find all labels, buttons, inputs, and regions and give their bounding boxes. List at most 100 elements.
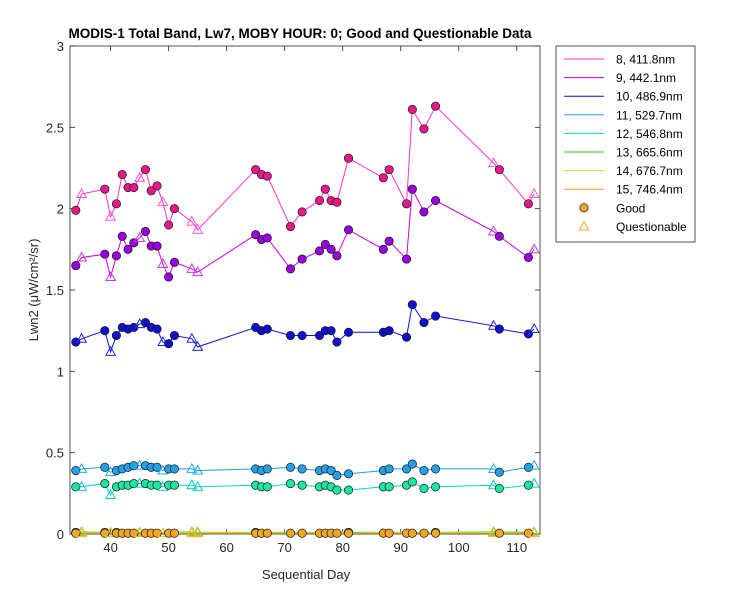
questionable-point-marker	[487, 157, 500, 168]
good-point-marker	[407, 184, 417, 194]
good-point-marker	[378, 173, 388, 183]
good-point-marker	[169, 464, 179, 474]
questionable-point-marker	[192, 480, 204, 491]
good-point-marker	[262, 324, 272, 334]
axis-ticks: 40 50 60 70 80 90 100 110 0 0.5 1 1.5 2 2.5 3	[46, 39, 540, 555]
good-point-marker	[297, 480, 307, 490]
good-point-marker	[100, 249, 110, 259]
good-point-marker	[169, 330, 179, 341]
good-point-marker	[419, 124, 429, 134]
chart-title: MODIS-1 Total Band, Lw7, MOBY HOUR: 0; G…	[68, 26, 532, 41]
good-point-marker	[140, 317, 150, 328]
good-point-marker	[431, 311, 441, 321]
good-point-marker	[401, 332, 412, 342]
questionable-point-marker	[487, 479, 500, 490]
good-point-marker	[407, 459, 417, 469]
good-point-marker	[285, 222, 296, 232]
questionable-point-marker	[105, 270, 117, 281]
legend: 8, 411.8nm 9, 442.1nm 10, 486.9nm 11, 529.7…	[555, 45, 696, 243]
questionable-point-marker	[192, 223, 204, 234]
good-point-marker	[494, 467, 504, 477]
good-point-marker	[285, 528, 296, 538]
good-point-marker	[326, 244, 336, 254]
questionable-point-marker	[528, 323, 540, 334]
questionable-point-marker	[192, 464, 204, 475]
questionable-point-marker	[76, 188, 88, 199]
good-point-marker	[297, 207, 307, 217]
legend-item-label: 11, 529.7nm	[616, 108, 682, 122]
good-point-marker	[169, 528, 179, 538]
x-tick-label: 90	[394, 540, 408, 555]
questionable-point-marker	[528, 243, 540, 254]
legend-item-label: 14, 676.7nm	[616, 164, 683, 178]
questionable-point-marker	[487, 462, 500, 473]
good-point-marker	[326, 466, 336, 476]
good-point-marker	[100, 479, 110, 489]
good-point-marker	[523, 462, 533, 472]
good-point-marker	[378, 244, 388, 254]
good-point-marker	[123, 244, 133, 254]
questionable-point-marker	[76, 462, 88, 473]
good-point-marker	[343, 485, 354, 495]
y-tick-label: 2.5	[46, 120, 64, 135]
y-axis-label: Lwn2 (μW/cm²/sr)	[26, 239, 41, 342]
good-point-marker	[111, 330, 121, 341]
questionable-point-marker	[528, 477, 540, 488]
legend-item-label: 10, 486.9nm	[616, 90, 683, 104]
good-point-marker	[320, 239, 330, 250]
good-point-marker	[152, 480, 162, 490]
good-point-marker	[419, 466, 429, 476]
good-point-marker	[384, 326, 394, 336]
good-point-marker	[314, 246, 325, 256]
good-point-marker	[129, 238, 139, 248]
x-axis-label: Sequential Day	[262, 567, 351, 582]
questionable-point-marker	[528, 459, 540, 470]
good-point-marker	[262, 528, 272, 538]
x-tick-label: 60	[219, 540, 233, 555]
good-point-marker	[146, 186, 156, 196]
good-point-marker	[285, 264, 296, 274]
questionable-point-marker	[134, 231, 146, 242]
good-point-marker	[297, 254, 307, 264]
questionable-point-marker	[134, 171, 146, 182]
legend-item-label: Questionable	[616, 220, 687, 234]
good-point-marker	[407, 300, 417, 310]
questionable-point-marker	[186, 215, 198, 226]
questionable-point-marker	[186, 527, 198, 538]
good-point-marker	[431, 482, 441, 492]
good-point-marker	[129, 182, 139, 193]
good-point-marker	[401, 254, 412, 264]
good-point-marker	[262, 171, 272, 181]
questionable-point-marker	[76, 480, 88, 491]
good-point-marker	[419, 207, 429, 217]
questionable-point-marker	[157, 196, 169, 207]
questionable-point-marker	[186, 262, 198, 273]
good-point-marker	[407, 477, 417, 487]
questionable-point-marker	[192, 527, 204, 538]
good-point-marker	[523, 329, 533, 339]
x-tick-label: 70	[277, 540, 291, 555]
good-point-marker	[100, 462, 110, 472]
good-point-marker	[100, 326, 110, 336]
good-point-marker	[494, 528, 504, 538]
good-point-marker	[285, 330, 296, 341]
good-point-marker	[140, 226, 150, 236]
good-point-marker	[117, 231, 127, 241]
legend-item-label: 9, 442.1nm	[616, 71, 676, 85]
questionable-point-marker	[157, 257, 169, 268]
good-point-marker	[419, 317, 429, 328]
good-point-marker	[332, 251, 342, 261]
questionable-point-marker	[76, 332, 88, 343]
good-point-marker	[297, 330, 307, 341]
good-point-marker	[262, 464, 272, 474]
good-point-marker	[164, 220, 174, 230]
good-point-marker	[419, 483, 429, 494]
good-point-marker	[111, 199, 121, 209]
good-point-marker	[152, 241, 162, 251]
good-point-marker	[164, 272, 174, 282]
legend-item-label: 12, 546.8nm	[616, 127, 683, 141]
questionable-point-marker	[76, 527, 88, 538]
legend-item-label: 13, 665.6nm	[616, 146, 683, 160]
good-point-marker	[152, 324, 162, 334]
y-tick-label: 2	[57, 202, 64, 217]
